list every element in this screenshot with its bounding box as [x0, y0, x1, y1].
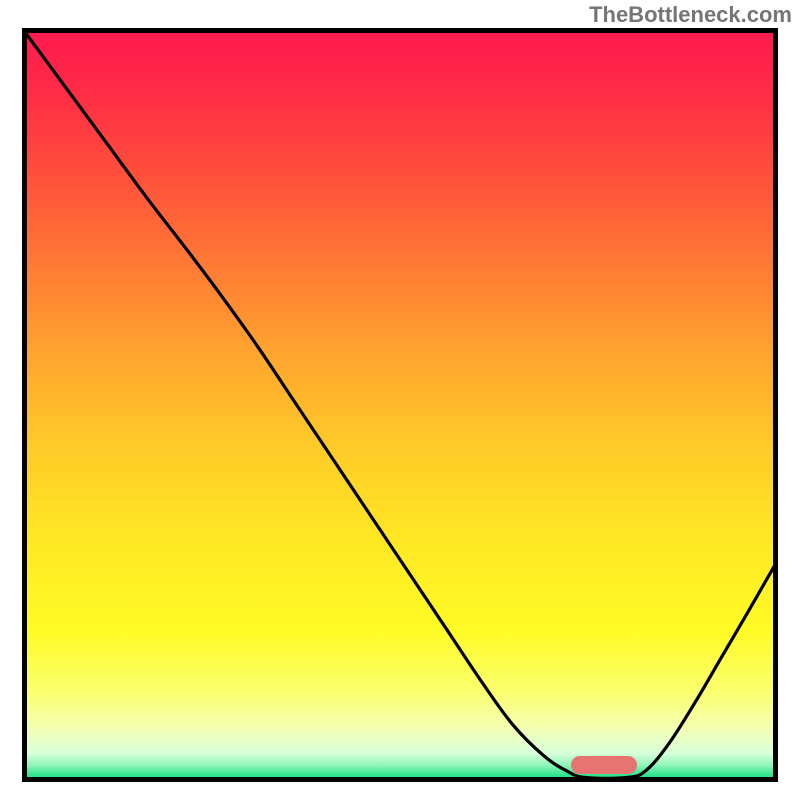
plot-area	[22, 28, 778, 782]
watermark-label: TheBottleneck.com	[589, 2, 792, 28]
optimal-marker	[571, 756, 637, 774]
bottleneck-chart: TheBottleneck.com	[0, 0, 800, 800]
gradient-background	[22, 28, 778, 782]
